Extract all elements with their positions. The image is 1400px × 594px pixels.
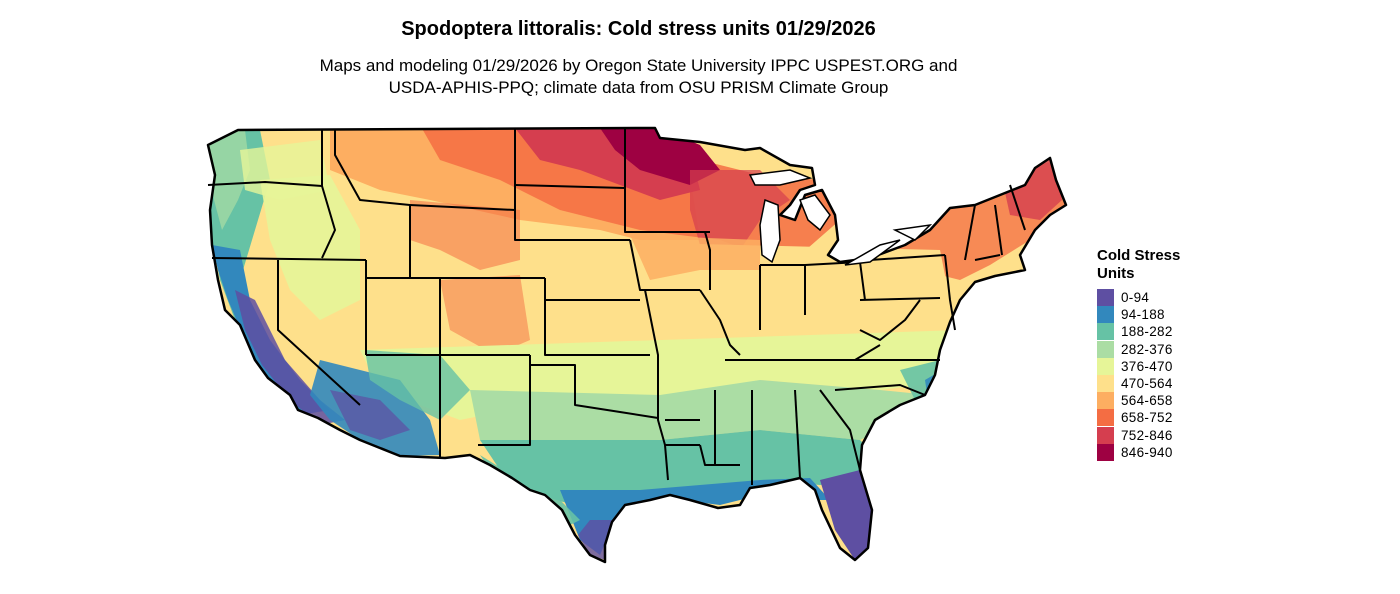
legend-item: 0-94 — [1097, 289, 1217, 307]
legend-swatch — [1097, 289, 1114, 307]
legend-swatch — [1097, 409, 1114, 427]
legend-label: 470-564 — [1121, 376, 1173, 392]
legend-swatch — [1097, 340, 1114, 358]
great-lakes — [748, 169, 933, 266]
legend-label: 188-282 — [1121, 324, 1173, 340]
subtitle-line-1: Maps and modeling 01/29/2026 by Oregon S… — [319, 56, 958, 75]
map-legend: Cold Stress Units 0-94 94-188 188-282 282-3… — [1097, 247, 1217, 461]
legend-label: 0-94 — [1121, 290, 1150, 306]
map-title: Spodoptera littoralis: Cold stress units… — [401, 18, 876, 40]
legend-items: 0-94 94-188 188-282 282-376 376-470 470-564 56… — [1097, 289, 1217, 461]
legend-item: 470-564 — [1097, 375, 1217, 393]
legend-item: 282-376 — [1097, 340, 1217, 358]
legend-label: 282-376 — [1121, 341, 1173, 357]
legend-swatch — [1097, 443, 1114, 461]
legend-label: 658-752 — [1121, 410, 1173, 426]
legend-item: 564-658 — [1097, 392, 1217, 410]
legend-swatch — [1097, 323, 1114, 341]
legend-item: 376-470 — [1097, 357, 1217, 375]
subtitle-line-2: USDA-APHIS-PPQ; climate data from OSU PR… — [388, 78, 889, 97]
legend-swatch — [1097, 357, 1114, 375]
legend-swatch — [1097, 375, 1114, 393]
legend-item: 752-846 — [1097, 426, 1217, 444]
legend-label: 94-188 — [1121, 307, 1165, 323]
state-boundaries — [206, 126, 1068, 564]
map-subtitle: Maps and modeling 01/29/2026 by Oregon S… — [0, 55, 1277, 99]
legend-item: 846-940 — [1097, 443, 1217, 461]
legend-item: 658-752 — [1097, 409, 1217, 427]
legend-item: 188-282 — [1097, 323, 1217, 341]
legend-label: 564-658 — [1121, 393, 1173, 409]
legend-label: 376-470 — [1121, 358, 1173, 374]
legend-title-line-2: Units — [1097, 265, 1135, 282]
legend-title: Cold Stress Units — [1097, 247, 1217, 283]
legend-label: 846-940 — [1121, 444, 1173, 460]
legend-title-line-1: Cold Stress — [1097, 247, 1181, 264]
legend-item: 94-188 — [1097, 306, 1217, 324]
legend-swatch — [1097, 306, 1114, 324]
legend-label: 752-846 — [1121, 427, 1173, 443]
legend-swatch — [1097, 426, 1114, 444]
legend-swatch — [1097, 392, 1114, 410]
